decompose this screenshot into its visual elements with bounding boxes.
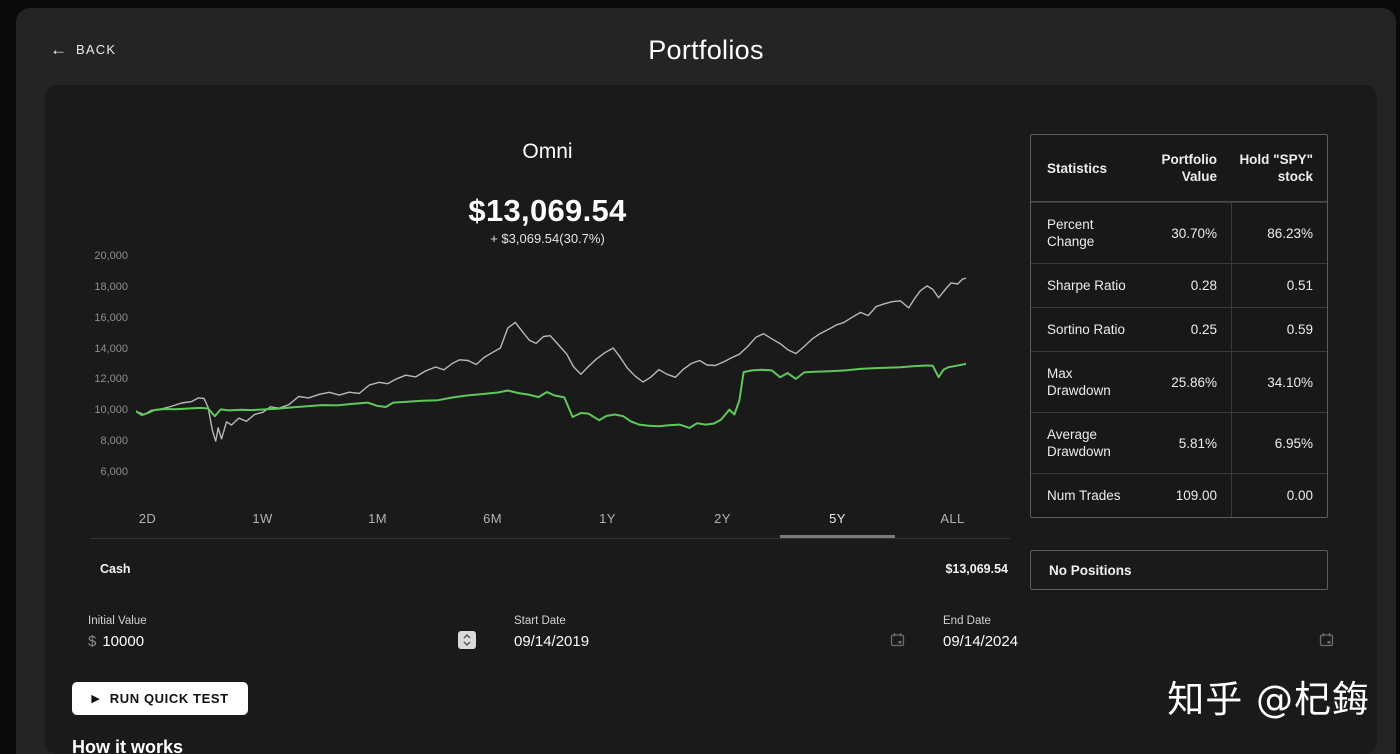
end-date-label: End Date [943,615,991,627]
stat-spy-value: 34.10% [1231,352,1327,412]
start-date-calendar-icon[interactable] [890,632,905,647]
stats-row: Sharpe Ratio 0.28 0.51 [1031,263,1327,307]
y-axis-tick: 10,000 [94,404,128,417]
stat-portfolio-value: 25.86% [1171,374,1217,390]
stat-spy-value: 0.00 [1231,474,1327,517]
back-arrow-icon: ← [50,40,67,59]
stat-spy-value: 6.95% [1231,413,1327,473]
statistics-table: Statistics Portfolio Value Hold "SPY" stoc… [1030,134,1328,518]
y-axis-tick: 14,000 [94,342,128,355]
portfolio-name: Omni [522,140,573,163]
benchmark-line [136,277,966,442]
stat-spy-value: Hold "SPY" stock [1239,152,1313,184]
portfolio-change: + $3,069.54(30.7%) [490,231,605,246]
stats-row: Average Drawdown 5.81% 6.95% [1031,412,1327,473]
stat-label: Sortino Ratio [1047,322,1126,337]
stat-portfolio-value: 109.00 [1175,488,1217,503]
stat-label: Average Drawdown [1047,427,1111,459]
performance-chart [136,277,966,442]
end-date-calendar-icon[interactable] [1319,632,1334,647]
stat-spy-value: 0.51 [1231,264,1327,307]
stats-row: Sortino Ratio 0.25 0.59 [1031,307,1327,351]
stats-row: Max Drawdown 25.86% 34.10% [1031,351,1327,412]
stat-portfolio-value: 30.70% [1171,225,1217,241]
app-panel: ← BACK Portfolios Omni $13,069.54 + $3,0… [16,8,1396,754]
stat-portfolio-value: 0.28 [1190,278,1217,293]
dollar-prefix: $ [88,633,97,650]
initial-value-field: Initial Value $10000 [88,615,147,650]
y-axis-tick: 18,000 [94,280,128,293]
no-positions-box: No Positions [1030,550,1328,590]
run-quick-test-button[interactable]: ▶ RUN QUICK TEST [72,682,248,715]
back-button[interactable]: ← BACK [50,41,116,58]
range-tab-1w[interactable]: 1W [252,510,273,526]
start-date-field: Start Date 09/14/2019 [514,615,589,650]
stat-portfolio-value: 0.25 [1190,322,1217,337]
initial-value-text: 10000 [102,633,145,650]
y-axis-tick: 8,000 [100,435,128,448]
cash-row: Cash $13,069.54 [100,562,1008,576]
portfolio-current-value: $13,069.54 [468,193,627,228]
range-tab-6m[interactable]: 6M [483,510,502,526]
page-title: Portfolios [648,35,764,65]
how-it-works-heading: How it works [72,737,184,754]
range-tab-1m[interactable]: 1M [368,510,387,526]
stats-row: Percent Change 30.70% 86.23% [1031,202,1327,263]
time-range-tabs: 2D 1W 1M 6M 1Y 2Y 5Y ALL [90,501,1010,539]
range-tab-1y[interactable]: 1Y [599,510,616,526]
stat-label: Max Drawdown [1047,366,1111,398]
end-date-field: End Date 09/14/2024 [943,615,1018,650]
stat-portfolio-value: Portfolio Value [1161,152,1218,184]
range-tab-5y[interactable]: 5Y [780,501,895,538]
end-date-input[interactable]: 09/14/2024 [943,633,1019,650]
run-quick-test-label: RUN QUICK TEST [109,691,229,706]
initial-value-stepper[interactable] [458,631,476,649]
top-bar: ← BACK Portfolios [16,8,1396,86]
stat-label: Statistics [1047,160,1108,176]
y-axis-tick: 20,000 [94,250,128,262]
stats-header-row: Statistics Portfolio Value Hold "SPY" stoc… [1031,135,1327,202]
stepper-arrows-icon [463,634,471,646]
y-axis-tick: 6,000 [100,466,128,478]
range-tab-2d[interactable]: 2D [138,510,157,526]
no-positions-label: No Positions [1049,562,1132,578]
cash-value: $13,069.54 [945,562,1008,576]
stat-portfolio-value: 5.81% [1178,435,1217,451]
y-axis-tick: 16,000 [94,311,128,324]
chart-y-axis: 20,000 18,000 16,000 14,000 12,000 10,000 8,00… [55,250,128,490]
back-label: BACK [76,42,117,57]
range-tab-all[interactable]: ALL [940,510,965,526]
cash-label: Cash [100,562,131,576]
initial-value-input[interactable]: $10000 [88,633,147,650]
start-date-label: Start Date [514,615,566,627]
initial-value-label: Initial Value [88,615,147,627]
watermark: 知乎 @杞鋂 [1167,678,1370,721]
stats-row: Num Trades 109.00 0.00 [1031,473,1327,517]
stat-label: Percent Change [1047,217,1095,249]
portfolio-card: Omni $13,069.54 + $3,069.54(30.7%) 20,00… [45,85,1377,754]
start-date-input[interactable]: 09/14/2019 [514,633,590,650]
stat-label: Num Trades [1047,488,1121,503]
stat-label: Sharpe Ratio [1047,278,1126,293]
y-axis-tick: 12,000 [94,373,128,386]
play-icon: ▶ [91,693,100,705]
stat-spy-value: 0.59 [1231,308,1327,351]
portfolio-line [136,362,966,429]
range-tab-2y[interactable]: 2Y [714,510,731,526]
stat-spy-value: 86.23% [1231,203,1327,263]
